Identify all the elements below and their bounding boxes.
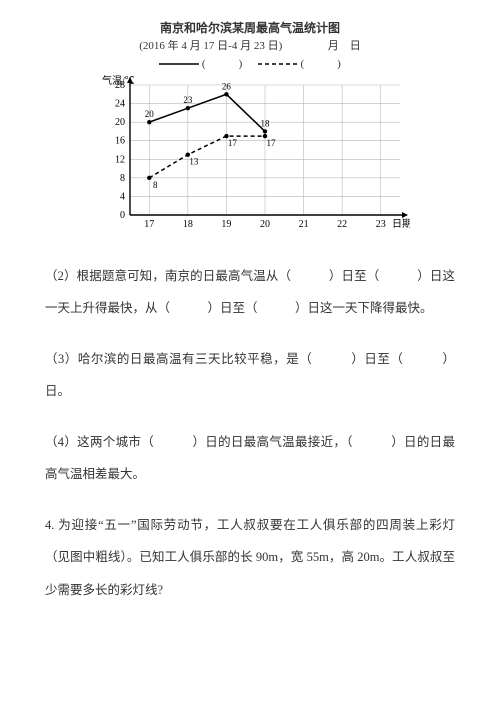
svg-text:26: 26 — [222, 81, 232, 91]
svg-text:21: 21 — [299, 219, 309, 230]
legend-dash-label: ( ) — [301, 58, 341, 70]
svg-text:16: 16 — [115, 136, 125, 147]
chart-legend: ( ) ( ) — [45, 55, 455, 71]
svg-text:20: 20 — [115, 117, 125, 128]
svg-text:24: 24 — [115, 98, 125, 109]
chart-block: 南京和哈尔滨某周最高气温统计图 (2016 年 4 月 17 日-4 月 23 … — [45, 20, 455, 235]
svg-text:日期: 日期 — [392, 218, 410, 230]
chart-title: 南京和哈尔滨某周最高气温统计图 — [45, 20, 455, 37]
svg-text:气温/℃: 气温/℃ — [102, 75, 135, 87]
svg-text:17: 17 — [144, 219, 154, 230]
svg-text:18: 18 — [183, 219, 193, 230]
svg-text:19: 19 — [221, 219, 231, 230]
question-4: （4）这两个城市（ ）日的日最高气温最接近，（ ）日的日最高气温相差最大。 — [45, 426, 455, 491]
svg-text:20: 20 — [145, 109, 155, 119]
svg-text:18: 18 — [261, 118, 271, 128]
question-2: （2）根据题意可知，南京的日最高气温从（ ）日至（ ）日这一天上升得最快，从（ … — [45, 260, 455, 325]
month-day-label: 月 日 — [328, 40, 361, 52]
legend-solid-label: ( ) — [202, 58, 242, 70]
question-3: （3）哈尔滨的日最高温有三天比较平稳，是（ ）日至（ ）日。 — [45, 343, 455, 408]
svg-text:8: 8 — [153, 180, 158, 190]
svg-text:13: 13 — [189, 156, 199, 166]
temperature-chart: 048121620242817181920212223气温/℃日期2023261… — [90, 75, 410, 235]
svg-text:17: 17 — [228, 138, 238, 148]
question-next: 4. 为迎接“五一”国际劳动节，工人叔叔要在工人俱乐部的四周装上彩灯（见图中粗线… — [45, 509, 455, 607]
svg-text:17: 17 — [267, 138, 277, 148]
svg-text:23: 23 — [376, 219, 386, 230]
svg-text:0: 0 — [120, 210, 125, 221]
svg-text:23: 23 — [183, 95, 193, 105]
svg-text:12: 12 — [115, 154, 125, 165]
svg-text:20: 20 — [260, 219, 270, 230]
svg-text:4: 4 — [120, 191, 125, 202]
svg-text:8: 8 — [120, 173, 125, 184]
svg-text:22: 22 — [337, 219, 347, 230]
chart-date-range: (2016 年 4 月 17 日-4 月 23 日) — [139, 40, 282, 52]
